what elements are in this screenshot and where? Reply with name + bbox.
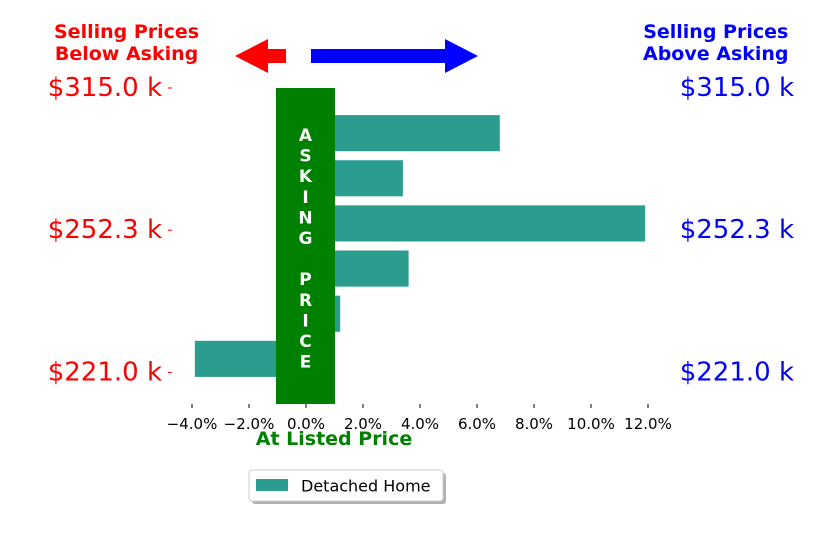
arrow-right-icon — [311, 39, 478, 73]
asking-band-letter: C — [299, 332, 311, 352]
x-tick-label: 12.0% — [624, 415, 672, 433]
y-tick-label-right: $252.3 k — [680, 215, 794, 245]
y-tick-label-right: $315.0 k — [680, 73, 794, 103]
asking-band-letter: N — [298, 208, 312, 228]
header-right-line1: Selling Prices — [643, 21, 789, 43]
x-axis-label: At Listed Price — [256, 428, 412, 450]
legend-label: Detached Home — [301, 477, 431, 496]
asking-band-letter: G — [299, 229, 313, 249]
header-left-line2: Below Asking — [54, 43, 199, 65]
bar-2 — [306, 205, 646, 242]
asking-band-letter: A — [299, 126, 313, 146]
x-tick-label: 6.0% — [458, 415, 496, 433]
bar-0 — [306, 115, 500, 152]
asking-band-letter: P — [299, 270, 311, 290]
arrow-left-icon — [235, 39, 286, 73]
x-tick-label: 8.0% — [515, 415, 553, 433]
x-tick-label: 2.0% — [344, 415, 382, 433]
asking-band-letter: E — [300, 353, 312, 373]
asking-band-letter: R — [299, 291, 312, 311]
header-right: Selling Prices Above Asking — [643, 21, 789, 65]
x-tick-label: 0.0% — [287, 415, 325, 433]
x-tick-label: 10.0% — [567, 415, 615, 433]
y-tick-label-left: $315.0 k — [48, 73, 162, 103]
legend-swatch — [256, 479, 288, 491]
asking-price-band — [276, 88, 335, 404]
asking-band-letter: S — [299, 147, 311, 167]
header-left: Selling Prices Below Asking — [54, 21, 199, 65]
asking-band-letter: I — [302, 188, 308, 208]
y-tick-label-right: $221.0 k — [680, 357, 794, 387]
asking-band-letter: K — [299, 167, 313, 187]
legend-box — [248, 469, 444, 502]
y-tick-label-left: $221.0 k — [48, 357, 162, 387]
header-right-line2: Above Asking — [643, 43, 789, 65]
x-tick-label: 4.0% — [401, 415, 439, 433]
y-tick-label-left: $252.3 k — [48, 215, 162, 245]
x-tick-label: −4.0% — [167, 415, 218, 433]
x-tick-label: −2.0% — [224, 415, 275, 433]
header-left-line1: Selling Prices — [54, 21, 200, 43]
asking-band-letter: I — [302, 311, 308, 331]
